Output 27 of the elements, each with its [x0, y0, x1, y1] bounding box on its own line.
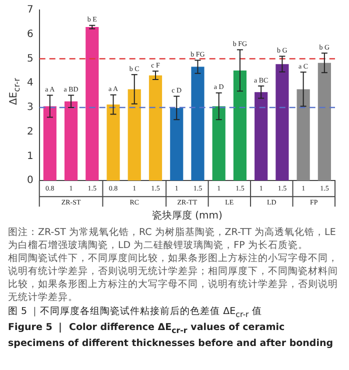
bar	[128, 89, 141, 181]
bar	[233, 70, 247, 181]
bar	[191, 66, 204, 181]
y-tick-label: 0	[26, 175, 34, 186]
y-tick-label: 5	[26, 53, 34, 64]
bar	[212, 106, 226, 181]
bar	[254, 92, 268, 181]
bar	[106, 104, 120, 181]
y-tick-label: 2	[26, 126, 34, 138]
bar	[276, 64, 289, 181]
y-tick-label: 7	[26, 4, 34, 16]
y-tick-label: 1	[26, 150, 34, 162]
bar	[318, 62, 331, 181]
text: 图注：ZR-ST 为常规氧化锆，RC 为树脂基陶瓷，ZR-TT 为高透氧化锆，LE 为白榴石增强玻璃陶瓷，LD 为二硅酸锂玻璃陶瓷，FP 为长石质瓷。	[8, 226, 337, 252]
bar	[148, 75, 162, 181]
bar	[170, 108, 184, 181]
y-tick-label: 6	[26, 28, 34, 40]
bar	[86, 27, 99, 181]
y-tick-label: 4	[26, 78, 34, 89]
text: 图 5 ｜不同厚度各组陶瓷试件粘接前后的色差值 ΔE$_{cr-r}$ 值	[8, 305, 263, 321]
text: 相同陶瓷试件下，不同厚度间比较，如果条形图上方标注的小写字母不同，说明有统计学差异，否则说明无统计学差异；相同厚度下，不同陶瓷材料间比较，如果条形图上方标注的大写字母不同，说明有统计学差异，否则说明无统计学差异。	[8, 252, 339, 304]
x-axis-title: 瓷块厚度 (mm)	[152, 210, 223, 222]
bar	[64, 101, 78, 181]
text: Figure 5 ｜ Color difference ΔE$_{cr-r}$ values of ceramic specimens of different thicknesses before and after bonding	[8, 320, 334, 350]
bar	[296, 89, 310, 181]
bar	[43, 106, 56, 181]
y-tick-label: 3	[26, 102, 34, 114]
